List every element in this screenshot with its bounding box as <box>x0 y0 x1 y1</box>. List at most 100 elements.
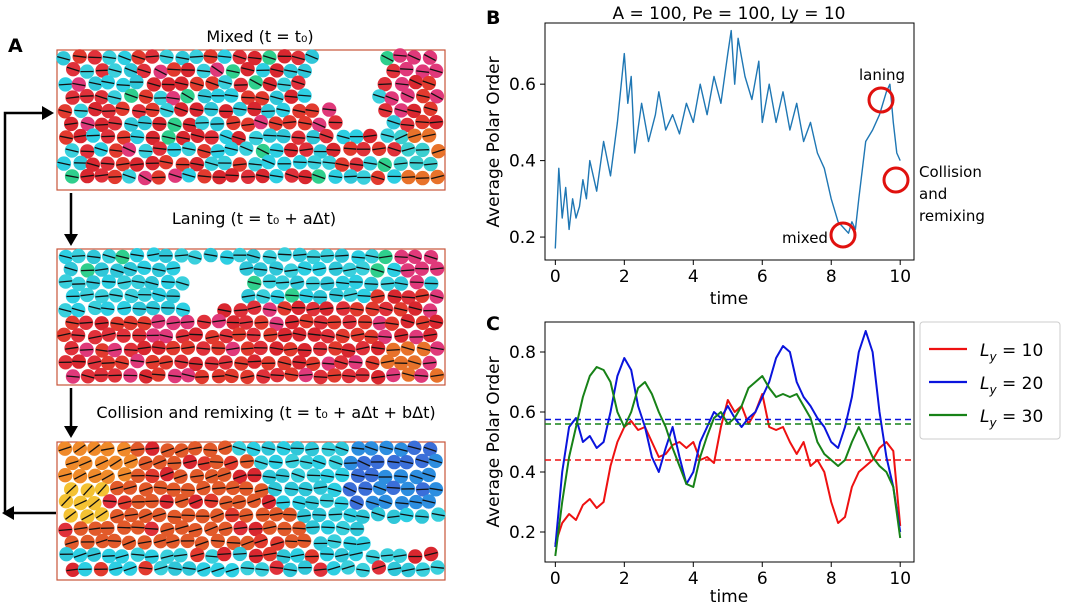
particle-director <box>291 55 305 61</box>
particle-director <box>57 161 71 166</box>
particle-director <box>122 146 136 153</box>
particle-director <box>197 320 211 324</box>
particle-director <box>269 346 284 351</box>
particle-director <box>329 267 343 270</box>
particle-director <box>233 474 247 480</box>
particle-director <box>407 445 421 451</box>
particle-director <box>181 92 194 101</box>
chart-b-ylabel: Average Polar Order <box>484 56 504 227</box>
particle-director <box>334 360 348 365</box>
particle-director <box>233 163 247 166</box>
particle-director <box>400 68 414 71</box>
particle-director <box>153 147 167 150</box>
particle-director <box>240 375 254 379</box>
snapshot-remixing-caption: Collision and remixing (t = t₀ + aΔt + b… <box>96 403 435 422</box>
particle-director <box>343 147 357 150</box>
particle-director <box>58 528 72 532</box>
particle-director <box>298 487 313 491</box>
particle-director <box>175 56 190 60</box>
particle-director <box>298 349 312 352</box>
particle-director <box>226 121 240 125</box>
particle-director <box>117 136 131 139</box>
particle-director <box>254 460 268 466</box>
particle-director <box>292 361 306 364</box>
particle-director <box>115 554 129 559</box>
particle-director <box>80 95 94 97</box>
particle-director <box>166 96 180 100</box>
particle-director <box>430 373 444 378</box>
particle-director <box>189 333 203 336</box>
chart-c-xtick-label: 10 <box>889 569 911 589</box>
particle-director <box>401 92 414 99</box>
particle-director <box>101 80 115 85</box>
particle-director <box>284 69 298 73</box>
particle-director <box>343 320 357 324</box>
particle-director <box>263 525 277 530</box>
particle-director <box>322 362 336 365</box>
chart-b-title: A = 100, Pe = 100, Ly = 10 <box>612 4 845 24</box>
particle-director <box>160 554 174 559</box>
particle-director <box>139 486 153 493</box>
particle-director <box>95 268 109 272</box>
particle-director <box>262 475 276 479</box>
particle-director <box>66 484 77 495</box>
particle-director <box>204 499 218 502</box>
particle-director <box>88 81 102 86</box>
chart-c-frame <box>544 321 915 563</box>
particle-director <box>350 307 364 311</box>
particle-director <box>160 54 174 59</box>
particle-director <box>337 134 351 140</box>
particle-director <box>58 472 72 478</box>
particle-director <box>328 513 342 516</box>
particle-director <box>188 527 202 533</box>
particle-director <box>342 374 356 378</box>
particle-director <box>335 446 349 452</box>
particle-director <box>188 446 202 451</box>
particle-director <box>320 499 334 502</box>
particle-director <box>373 485 387 492</box>
particle-director <box>108 348 122 352</box>
particle-director <box>174 360 188 364</box>
particle-director <box>102 56 116 60</box>
particle-director <box>283 121 297 124</box>
particle-director <box>211 539 225 543</box>
particle-director <box>197 69 211 73</box>
particle-director <box>249 78 262 87</box>
particle-director <box>401 269 415 272</box>
particle-director <box>176 280 189 286</box>
particle-director <box>402 296 416 299</box>
particle-director <box>233 54 247 60</box>
particle-director <box>132 307 146 310</box>
particle-director <box>109 458 122 467</box>
particle-director <box>356 568 370 572</box>
particle-director <box>263 81 277 87</box>
particle-director <box>205 161 219 167</box>
particle-director <box>218 55 232 59</box>
particle-director <box>254 119 268 125</box>
particle-director <box>297 539 311 542</box>
particle-director <box>145 55 159 58</box>
chart-c-series-2 <box>554 366 902 557</box>
chart-b-ytick-label: 0.4 <box>509 152 536 172</box>
particle-director <box>313 347 327 350</box>
particle-director <box>79 321 93 324</box>
particle-director <box>277 134 291 138</box>
particle-director <box>224 94 238 98</box>
particle-director <box>432 148 445 154</box>
particle-director <box>162 135 176 140</box>
particle-director <box>95 94 108 100</box>
particle-director <box>168 374 182 378</box>
particle-director <box>131 526 145 529</box>
particle-director <box>102 253 116 259</box>
particle-director <box>160 471 174 478</box>
particle-director <box>312 173 326 180</box>
particle-director <box>217 308 231 313</box>
particle-director <box>344 175 358 178</box>
particle-director <box>167 68 181 71</box>
particle-director <box>71 254 86 258</box>
particle-director <box>161 280 175 284</box>
particle-director <box>261 110 275 113</box>
particle-director <box>429 487 443 491</box>
particle-director <box>351 256 365 259</box>
particle-director <box>190 474 204 478</box>
